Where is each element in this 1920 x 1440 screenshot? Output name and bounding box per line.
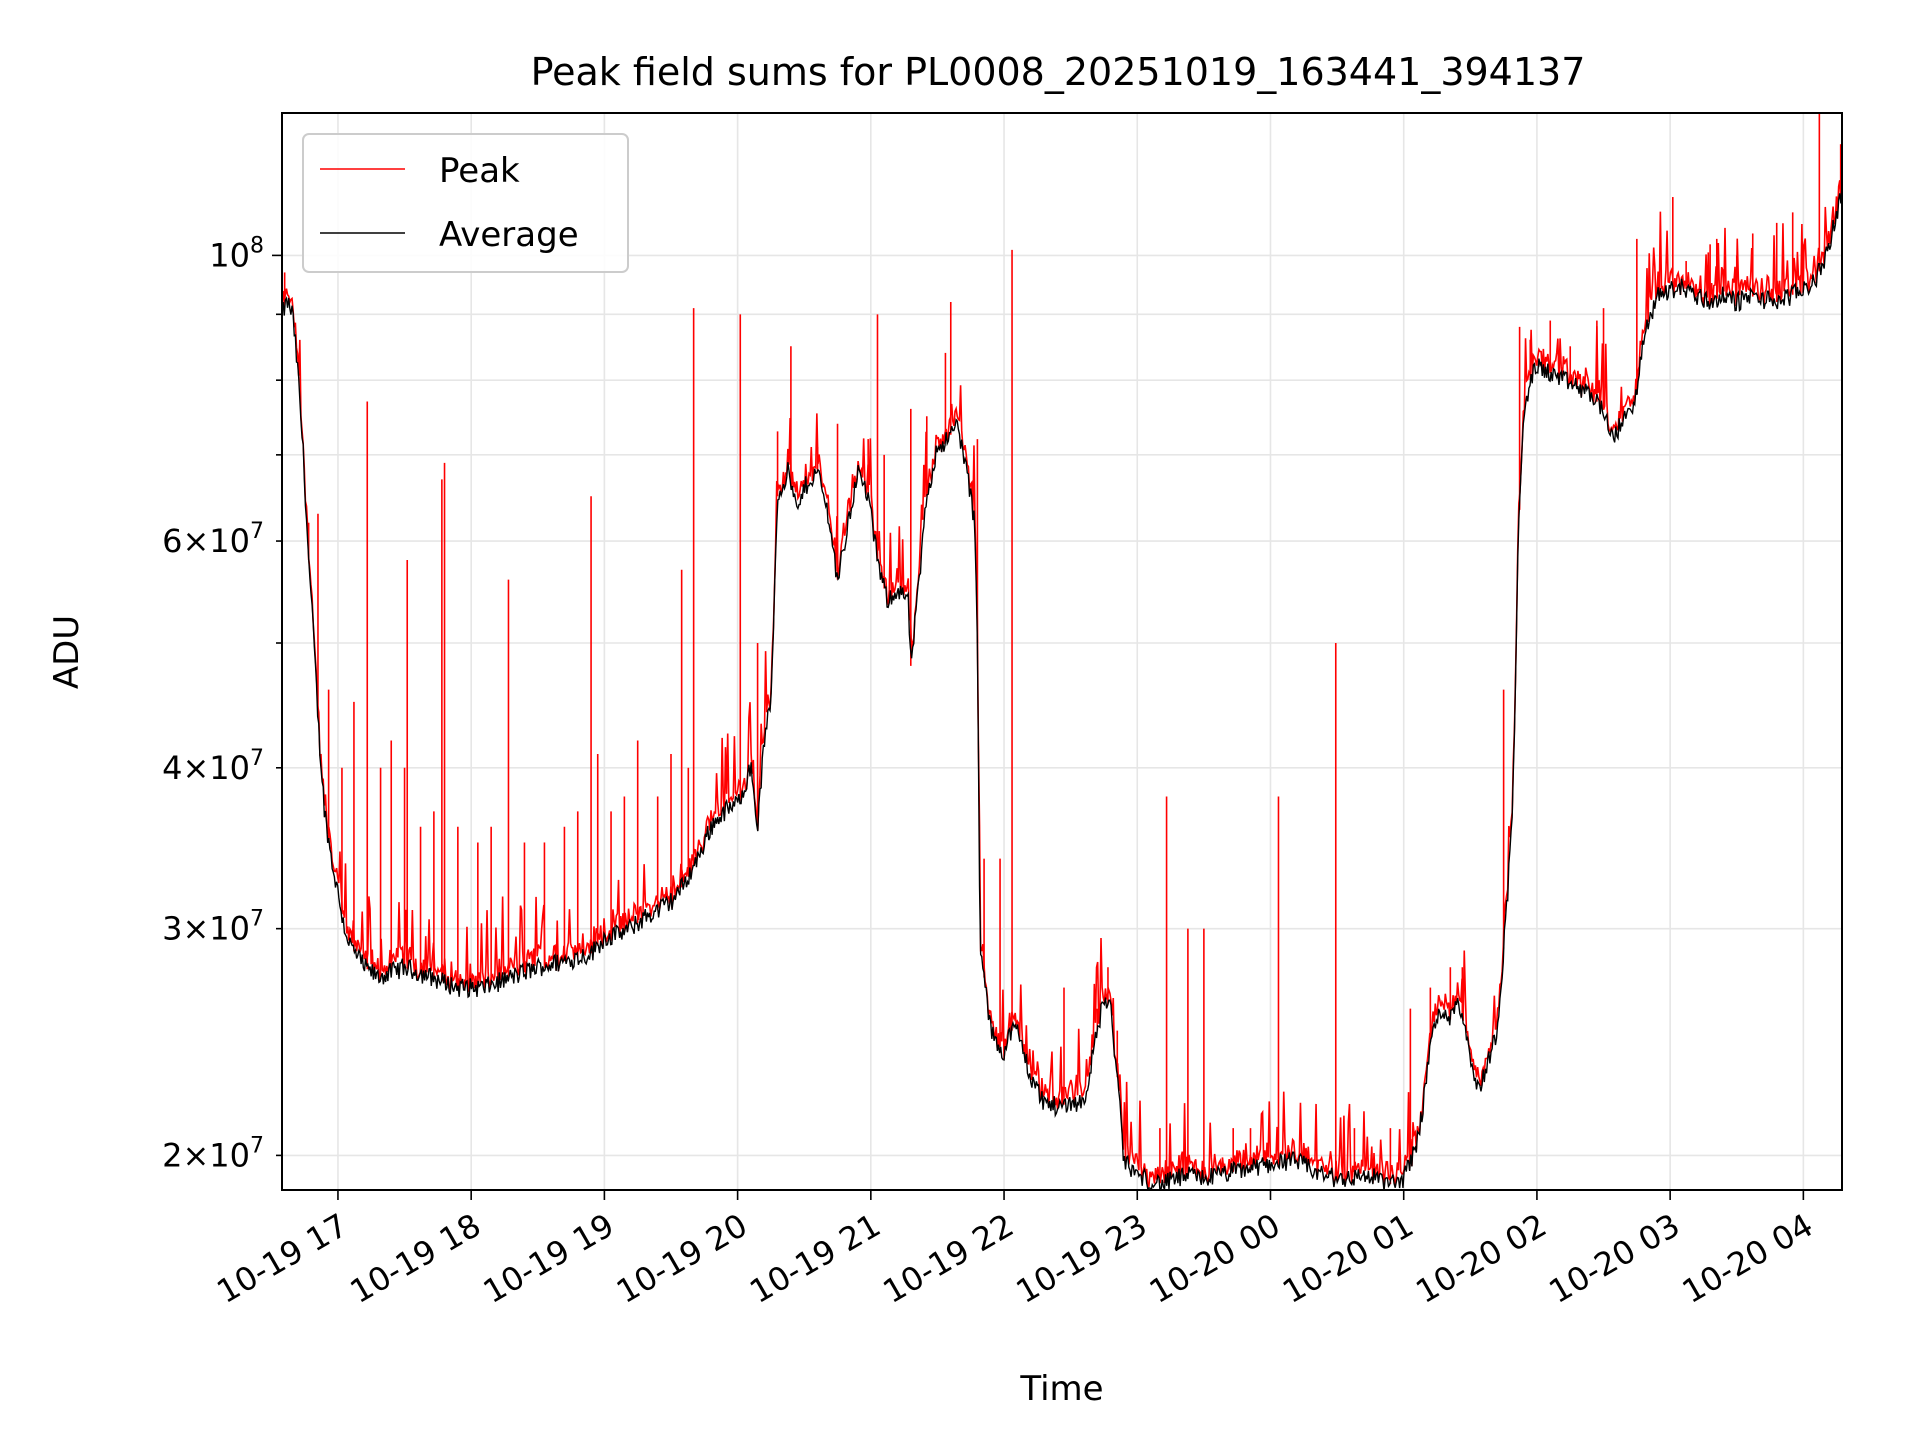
y-tick-exponent: 8	[250, 233, 264, 258]
chart-title: Peak field sums for PL0008_20251019_1634…	[531, 50, 1586, 94]
y-tick-mantissa: 3	[162, 910, 182, 948]
y-tick-times: ×	[182, 1136, 209, 1174]
y-tick-mantissa: 6	[162, 522, 182, 560]
y-tick-base: 10	[209, 749, 250, 787]
legend-peak-label: Peak	[439, 151, 520, 191]
y-tick-times: ×	[182, 910, 209, 948]
y-tick-label: 6×107	[162, 519, 264, 560]
legend: Peak Average	[302, 133, 629, 273]
y-tick-exponent: 7	[250, 1133, 264, 1158]
plot-frame	[281, 112, 1843, 1191]
average-series-line	[282, 186, 1842, 1190]
y-tick-label: 108	[209, 233, 264, 274]
y-tick-exponent: 7	[250, 746, 264, 771]
y-tick-mantissa: 2	[162, 1136, 182, 1174]
y-tick-exponent: 7	[250, 907, 264, 932]
y-tick-base: 10	[209, 236, 250, 274]
y-tick-base: 10	[209, 1136, 250, 1174]
x-axis-label: Time	[1019, 1369, 1103, 1409]
legend-average-label: Average	[439, 215, 579, 255]
y-tick-label: 2×107	[162, 1133, 264, 1174]
plot-area	[282, 113, 1842, 1190]
y-tick-label: 3×107	[162, 907, 264, 948]
y-tick-label: 4×107	[162, 746, 264, 787]
y-tick-base: 10	[209, 522, 250, 560]
y-tick-times: ×	[182, 749, 209, 787]
y-tick-mantissa: 4	[162, 749, 182, 787]
y-tick-base: 10	[209, 910, 250, 948]
y-tick-times: ×	[182, 522, 209, 560]
y-tick-exponent: 7	[250, 519, 264, 544]
y-axis-label: ADU	[47, 615, 87, 689]
